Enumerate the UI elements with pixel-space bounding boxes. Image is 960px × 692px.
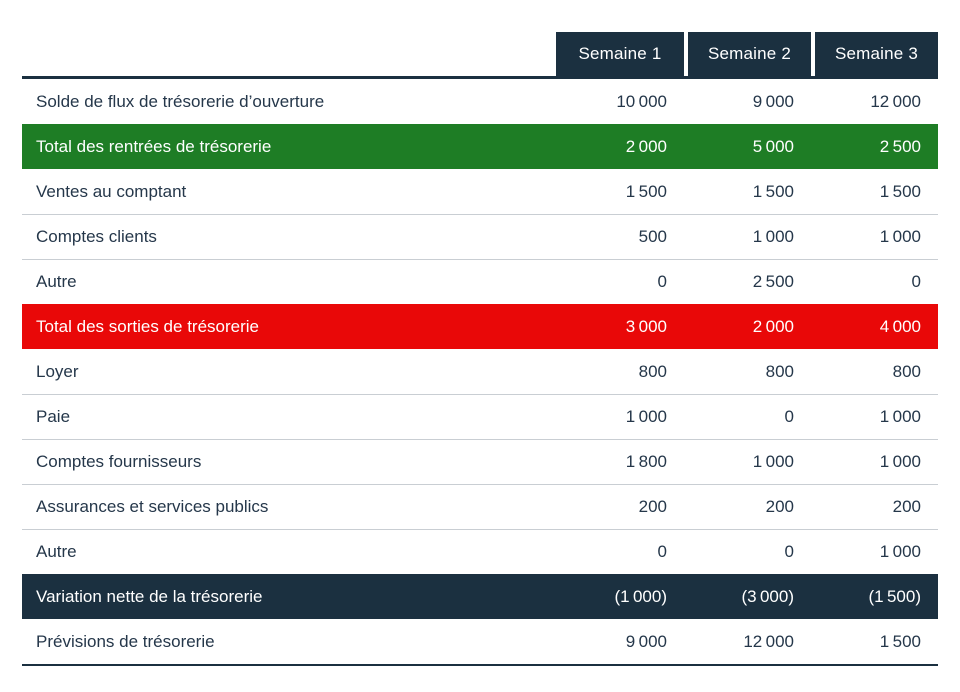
table-row: Paie 1 000 0 1 000 — [22, 394, 938, 439]
row-value: 200 — [684, 484, 811, 529]
row-value: 2 000 — [556, 124, 684, 169]
row-label: Solde de flux de trésorerie d’ouverture — [36, 91, 325, 111]
row-value: 0 — [684, 529, 811, 574]
row-value: (1 000) — [556, 574, 684, 619]
row-value: 1 500 — [879, 181, 921, 201]
table-row: Loyer 800 800 800 — [22, 349, 938, 394]
row-value: 800 — [765, 361, 794, 381]
row-value: (3 000) — [684, 574, 811, 619]
table-row: Solde de flux de trésorerie d’ouverture 1… — [22, 79, 938, 124]
table-row: Autre 0 2 500 0 — [22, 259, 938, 304]
row-label: Total des sorties de trésorerie — [22, 304, 556, 349]
row-value: 1 000 — [811, 394, 938, 439]
row-value: 2 500 — [811, 124, 938, 169]
row-value: 3 000 — [556, 304, 684, 349]
row-label: Comptes clients — [22, 214, 556, 259]
row-value: 1 000 — [811, 529, 938, 574]
row-label: Ventes au comptant — [36, 181, 187, 201]
table-row: Variation nette de la trésorerie (1 000)(… — [22, 574, 938, 619]
row-value: 12 000 — [870, 91, 921, 111]
table-row: Assurances et services publics 200 200 200 — [22, 484, 938, 529]
row-label: Autre — [22, 529, 556, 574]
row-value: 1 000 — [556, 394, 684, 439]
row-value: 2 000 — [684, 304, 811, 349]
row-label: Loyer — [36, 361, 79, 381]
table-row: Comptes clients 500 1 000 1 000 — [22, 214, 938, 259]
row-value: 1 500 — [752, 181, 794, 201]
row-value: 4 000 — [811, 304, 938, 349]
column-header-semaine-2: Semaine 2 — [688, 32, 811, 76]
header-divider-rule — [22, 76, 938, 79]
row-value: 2 500 — [684, 259, 811, 304]
row-value: 800 — [892, 361, 921, 381]
row-value: 0 — [556, 529, 684, 574]
cash-flow-table: Semaine 1 Semaine 2 Semaine 3 Solde de f… — [22, 0, 938, 666]
row-value: 1 500 — [879, 631, 921, 651]
row-value: 0 — [684, 394, 811, 439]
row-value: (1 500) — [811, 574, 938, 619]
table-row: Total des rentrées de trésorerie 2 000 5 0… — [22, 124, 938, 169]
column-header-semaine-3: Semaine 3 — [815, 32, 938, 76]
table-header-row: Semaine 1 Semaine 2 Semaine 3 — [22, 32, 938, 76]
row-value: 200 — [556, 484, 684, 529]
row-label: Prévisions de trésorerie — [36, 631, 215, 651]
table-row: Prévisions de trésorerie 9 000 12 000 1 500 — [22, 619, 938, 664]
row-value: 10 000 — [616, 91, 667, 111]
row-value: 500 — [556, 214, 684, 259]
table-row: Autre 0 0 1 000 — [22, 529, 938, 574]
row-label: Autre — [22, 259, 556, 304]
table-row: Comptes fournisseurs 1 800 1 000 1 000 — [22, 439, 938, 484]
row-value: 1 000 — [684, 214, 811, 259]
row-value: 1 000 — [684, 439, 811, 484]
row-label: Paie — [22, 394, 556, 439]
row-label: Variation nette de la trésorerie — [22, 574, 556, 619]
row-value: 0 — [556, 259, 684, 304]
column-header-semaine-1: Semaine 1 — [556, 32, 684, 76]
row-value: 12 000 — [743, 631, 794, 651]
row-value: 1 000 — [811, 214, 938, 259]
row-value: 800 — [638, 361, 667, 381]
row-label: Assurances et services publics — [22, 484, 556, 529]
row-value: 9 000 — [752, 91, 794, 111]
row-label: Comptes fournisseurs — [22, 439, 556, 484]
row-value: 0 — [811, 259, 938, 304]
table-bottom-rule — [22, 664, 938, 666]
table-row: Total des sorties de trésorerie 3 000 2 00… — [22, 304, 938, 349]
table-row: Ventes au comptant 1 500 1 500 1 500 — [22, 169, 938, 214]
row-value: 1 800 — [556, 439, 684, 484]
row-label: Total des rentrées de trésorerie — [22, 124, 556, 169]
row-value: 1 500 — [625, 181, 667, 201]
header-label-spacer — [22, 32, 556, 76]
row-value: 200 — [811, 484, 938, 529]
table-body-grid: Solde de flux de trésorerie d’ouverture 1… — [22, 79, 938, 664]
row-value: 9 000 — [625, 631, 667, 651]
row-value: 5 000 — [684, 124, 811, 169]
table-body: Solde de flux de trésorerie d’ouverture 1… — [22, 79, 938, 664]
row-value: 1 000 — [811, 439, 938, 484]
